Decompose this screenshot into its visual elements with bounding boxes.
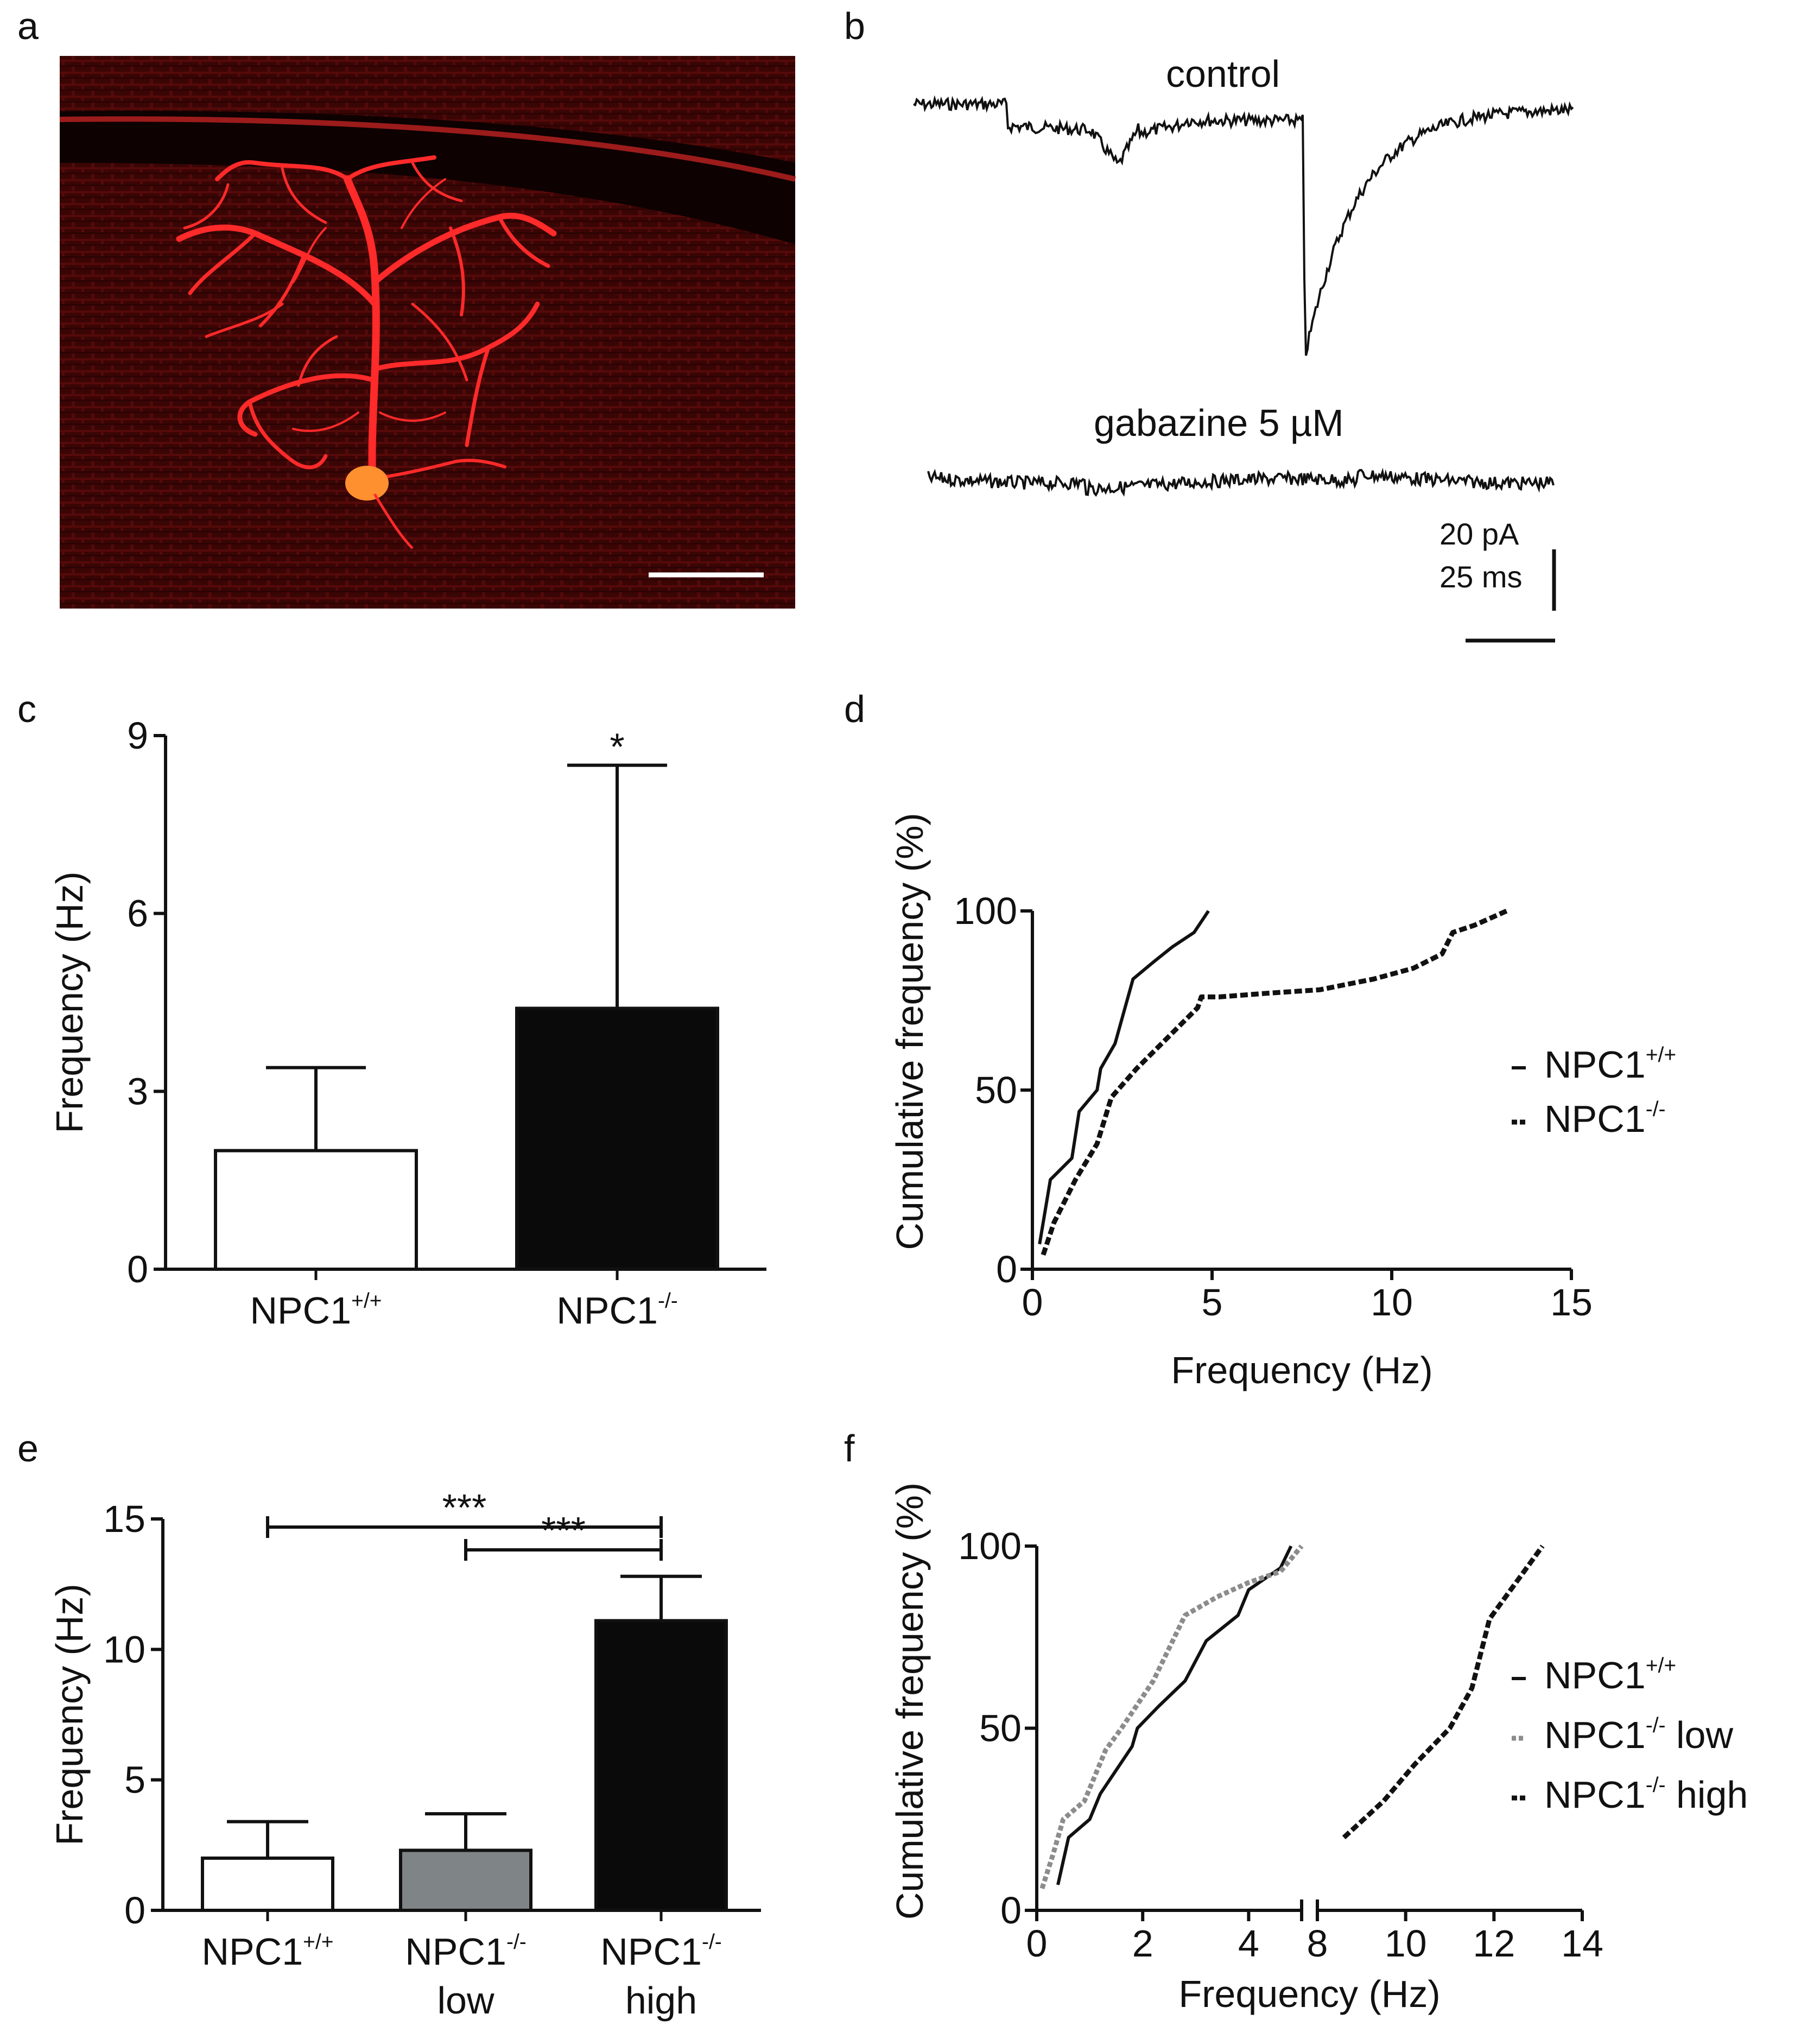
x-tick-label-line2: high: [625, 1979, 697, 2022]
x-tick-label: NPC1-/-: [405, 1930, 527, 1973]
x-tick-label: 4: [1238, 1922, 1259, 1965]
panel-label-d: d: [844, 688, 865, 730]
cumulative-chart-d: 0 5 10 15 0 50 100 Frequency (Hz) Cumulative fre…: [889, 813, 1676, 1391]
x-tick-label: 8: [1307, 1922, 1328, 1965]
cumulative-chart-f: 0 2 4 8 10 12 14 0 50 100 Frequency (Hz) Cumulative…: [889, 1483, 1748, 2015]
y-tick-label: 3: [127, 1070, 148, 1112]
y-axis-title: Cumulative frequency (%): [889, 813, 931, 1250]
significance-marker: ***: [541, 1509, 586, 1552]
scale-pA-label: 20 pA: [1439, 517, 1519, 551]
legend-entry: NPC1-/-: [1544, 1098, 1666, 1140]
micrograph-panel-a: [59, 56, 796, 609]
x-tick-label: 5: [1202, 1281, 1223, 1324]
purkinje-soma: [345, 466, 389, 501]
y-tick-label: 50: [975, 1069, 1017, 1111]
series-line: [1342, 1544, 1545, 1840]
panel-label-e: e: [17, 1427, 39, 1470]
bar: [515, 1006, 719, 1271]
panel-label-c: c: [17, 688, 36, 730]
bar: [594, 1619, 728, 1912]
legend-entry: NPC1-/- low: [1544, 1714, 1733, 1756]
purkinje-dendrites: [176, 155, 557, 492]
y-axis-title: Frequency (Hz): [48, 871, 91, 1133]
x-tick-label: 12: [1473, 1922, 1515, 1965]
trace-gabazine: [927, 467, 1555, 497]
x-tick-label: 2: [1132, 1922, 1153, 1965]
purkinje-axon: [373, 493, 414, 549]
y-tick-label: 0: [996, 1248, 1017, 1290]
y-tick-label: 0: [124, 1889, 145, 1932]
bar-chart-e: 0 5 10 15 Frequency (Hz) NPC1+/+ NPC1-/- low NPC…: [48, 1486, 761, 2022]
y-tick-label: 100: [954, 890, 1017, 932]
x-tick-label: 0: [1026, 1922, 1048, 1965]
panel-label-b: b: [844, 5, 865, 47]
x-tick-label: NPC1+/+: [201, 1930, 333, 1973]
legend-entry: NPC1+/+: [1544, 1043, 1676, 1086]
x-axis-title: Frequency (Hz): [1171, 1349, 1432, 1391]
trace-control-label: control: [1166, 53, 1280, 95]
bar: [399, 1848, 532, 1913]
legend-entry: NPC1-/- high: [1544, 1774, 1748, 1816]
bar: [201, 1856, 334, 1913]
y-tick-label: 100: [958, 1525, 1022, 1567]
x-tick-label: NPC1-/-: [600, 1930, 722, 1973]
series-line: [1039, 1544, 1304, 1890]
y-tick-label: 6: [127, 892, 148, 935]
x-axis-title: Frequency (Hz): [1178, 1973, 1440, 2015]
y-tick-label: 0: [1000, 1889, 1022, 1932]
significance-marker: *: [610, 726, 624, 768]
y-tick-label: 9: [127, 714, 148, 757]
series-line: [1038, 910, 1210, 1245]
bar: [214, 1149, 418, 1271]
traces-panel-b: control gabazine 5 µM 20 pA 25 ms: [913, 53, 1574, 643]
x-tick-label: NPC1-/-: [556, 1289, 678, 1332]
legend-entry: NPC1+/+: [1544, 1654, 1676, 1696]
y-tick-label: 5: [124, 1759, 145, 1801]
y-axis-title: Cumulative frequency (%): [889, 1483, 931, 1920]
x-tick-label: 14: [1561, 1922, 1603, 1965]
x-tick-label: NPC1+/+: [250, 1289, 382, 1332]
significance-marker: ***: [442, 1486, 487, 1529]
series-line: [1056, 1545, 1293, 1885]
trace-gabazine-label: gabazine 5 µM: [1094, 402, 1344, 444]
bar-chart-c: 0 3 6 9 Frequency (Hz) NPC1+/+ NPC1-/- *: [48, 714, 766, 1332]
y-tick-label: 15: [103, 1498, 145, 1540]
x-tick-label-line2: low: [437, 1979, 494, 2022]
panel-label-a: a: [17, 5, 39, 47]
x-tick-label: 0: [1022, 1281, 1043, 1324]
y-axis-title: Frequency (Hz): [48, 1584, 91, 1845]
scale-ms-label: 25 ms: [1439, 560, 1523, 594]
y-tick-label: 50: [979, 1707, 1022, 1750]
pial-surface-line: [59, 116, 796, 182]
y-tick-label: 10: [103, 1628, 145, 1670]
y-tick-label: 0: [127, 1248, 148, 1290]
panel-label-f: f: [844, 1427, 855, 1470]
x-tick-label: 15: [1550, 1281, 1593, 1324]
x-tick-label: 10: [1385, 1922, 1427, 1965]
series-line: [1041, 908, 1508, 1256]
trace-control: [913, 95, 1574, 356]
x-tick-label: 10: [1371, 1281, 1413, 1324]
